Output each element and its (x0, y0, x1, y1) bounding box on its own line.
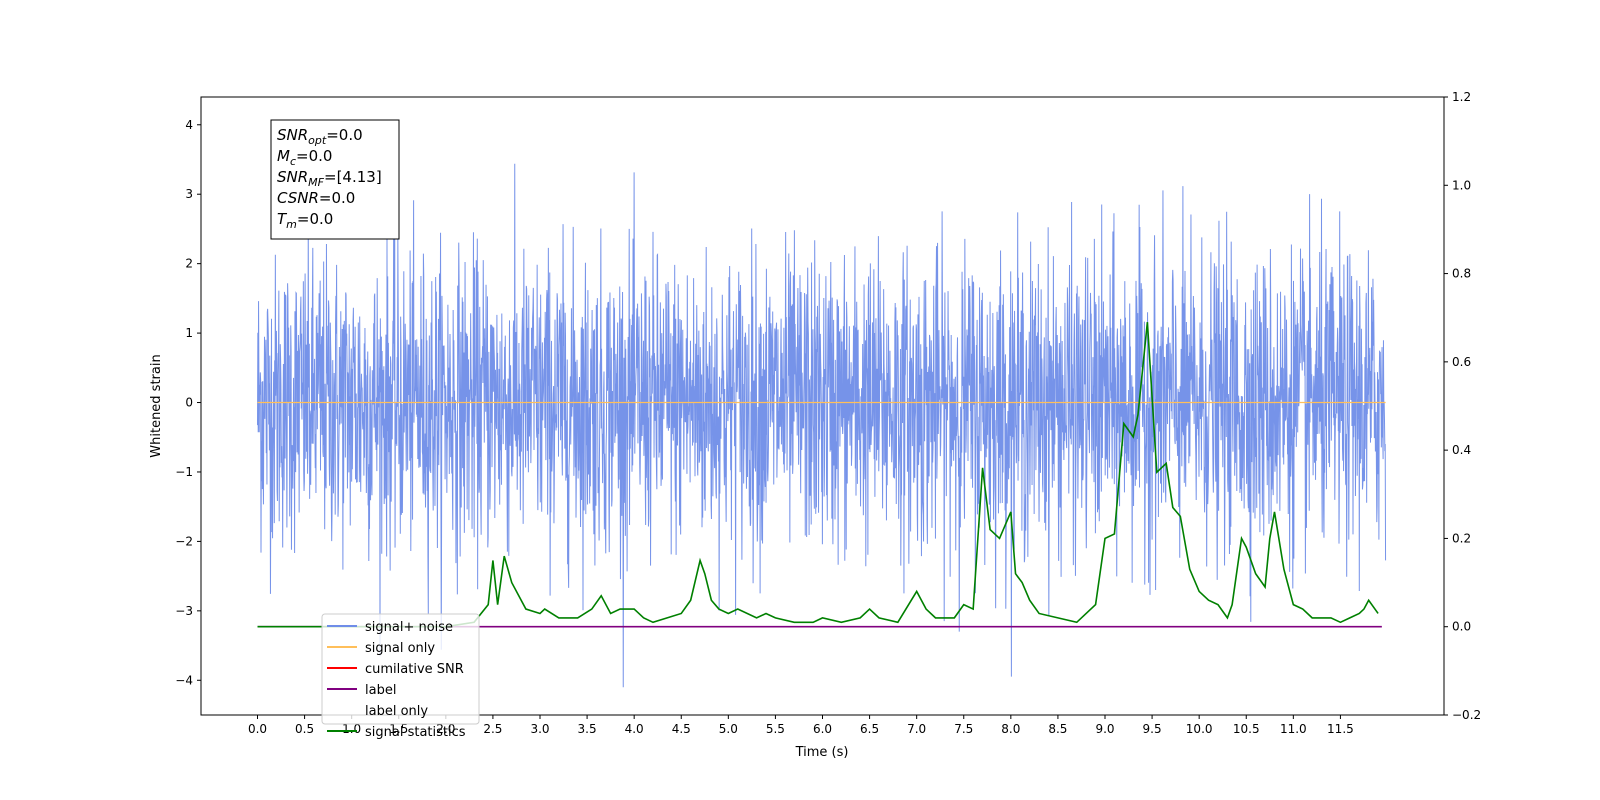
y-tick-label: 1 (185, 326, 193, 340)
x-tick-label: 5.0 (719, 722, 738, 736)
y2-tick-label: 0.4 (1452, 443, 1471, 457)
x-tick-label: 10.0 (1186, 722, 1213, 736)
y2-tick-label: 0.2 (1452, 531, 1471, 545)
annotation-subscript: MF (308, 176, 324, 189)
x-tick-label: 4.5 (672, 722, 691, 736)
annotation-var: T (277, 210, 288, 228)
x-tick-label: 11.5 (1327, 722, 1354, 736)
y-tick-label: 4 (185, 118, 193, 132)
y-tick-label: −4 (175, 673, 193, 687)
x-tick-label: 9.5 (1143, 722, 1162, 736)
y2-tick-label: −0.2 (1452, 708, 1481, 722)
x-tick-label: 0.0 (248, 722, 267, 736)
annotation-subscript: m (286, 218, 297, 231)
x-tick-label: 6.5 (860, 722, 879, 736)
x-tick-label: 7.0 (907, 722, 926, 736)
series-signal-noise-line (257, 163, 1387, 688)
x-tick-label: 8.0 (1001, 722, 1020, 736)
y-tick-label: −1 (175, 465, 193, 479)
x-tick-label: 8.5 (1048, 722, 1067, 736)
annotation-var: CSNR (277, 189, 319, 207)
x-tick-label: 1.5 (389, 722, 408, 736)
annotation-subscript: c (290, 155, 296, 168)
legend-label: signal statistics (365, 725, 466, 740)
legend-label: label only (365, 704, 428, 719)
y-tick-label: −3 (175, 604, 193, 618)
legend-label: cumilative SNR (365, 662, 464, 677)
x-tick-label: 4.0 (625, 722, 644, 736)
x-tick-label: 2.0 (436, 722, 455, 736)
legend-label: label (365, 683, 396, 698)
annotation-line: SNRopt=0.0 (277, 126, 363, 147)
x-axis-label: Time (s) (795, 745, 849, 760)
y2-tick-label: 1.2 (1452, 90, 1471, 104)
legend-label: signal+ noise (365, 620, 453, 635)
annotation-value: =0.0 (319, 189, 355, 207)
x-tick-label: 6.0 (813, 722, 832, 736)
y-tick-label: 0 (185, 396, 193, 410)
legend: signal+ noise signal only cumilative SNR la… (321, 613, 480, 740)
x-axis: 0.0 0.5 1.0 1.5 2.0 2.5 3.0 3.5 4.0 4.5 5.0 5.5 6.0 6… (248, 715, 1354, 736)
annotation-line: Mc=0.0 (277, 147, 332, 168)
x-tick-label: 2.5 (483, 722, 502, 736)
annotation-value: =0.0 (297, 210, 333, 228)
y-axis-label: Whitened strain (149, 354, 164, 457)
legend-label: signal only (365, 641, 435, 656)
y2-tick-label: 0.8 (1452, 267, 1471, 281)
x-tick-label: 11.0 (1280, 722, 1307, 736)
annotation-value: =0.0 (326, 126, 362, 144)
y-tick-label: 3 (185, 187, 193, 201)
annotation-var: M (277, 147, 290, 165)
series-signal-statistics-line (257, 322, 1379, 628)
x-tick-label: 10.5 (1233, 722, 1260, 736)
x-tick-label: 5.5 (766, 722, 785, 736)
annotation-value: =0.0 (296, 147, 332, 165)
y-axis-left: 4 3 2 1 0 −1 −2 −3 −4 (175, 118, 201, 687)
x-tick-label: 3.0 (530, 722, 549, 736)
x-tick-label: 7.5 (954, 722, 973, 736)
annotation-var: SNR (277, 126, 308, 144)
x-tick-label: 9.0 (1095, 722, 1114, 736)
annotation-subscript: opt (308, 134, 327, 147)
annotation-line: SNRMF=[4.13] (277, 168, 382, 189)
y2-tick-label: 0.6 (1452, 355, 1471, 369)
y-tick-label: 2 (185, 257, 193, 271)
legend-frame (321, 613, 480, 725)
x-tick-label: 1.0 (342, 722, 361, 736)
y-axis-right: 1.2 1.0 0.8 0.6 0.4 0.2 0.0 −0.2 (1444, 90, 1481, 722)
annotation-line: CSNR=0.0 (277, 189, 355, 207)
x-tick-label: 0.5 (295, 722, 314, 736)
y2-tick-label: 1.0 (1452, 178, 1471, 192)
annotation-value: =[4.13] (324, 168, 382, 186)
y2-tick-label: 0.0 (1452, 620, 1471, 634)
annotation-line: Tm=0.0 (277, 210, 333, 231)
annotation-var: SNR (277, 168, 308, 186)
y-tick-label: −2 (175, 534, 193, 548)
annotation-box: SNRopt=0.0Mc=0.0SNRMF=[4.13]CSNR=0.0Tm=0… (270, 119, 400, 240)
annotation-box-frame (270, 119, 400, 240)
x-tick-label: 3.5 (578, 722, 597, 736)
